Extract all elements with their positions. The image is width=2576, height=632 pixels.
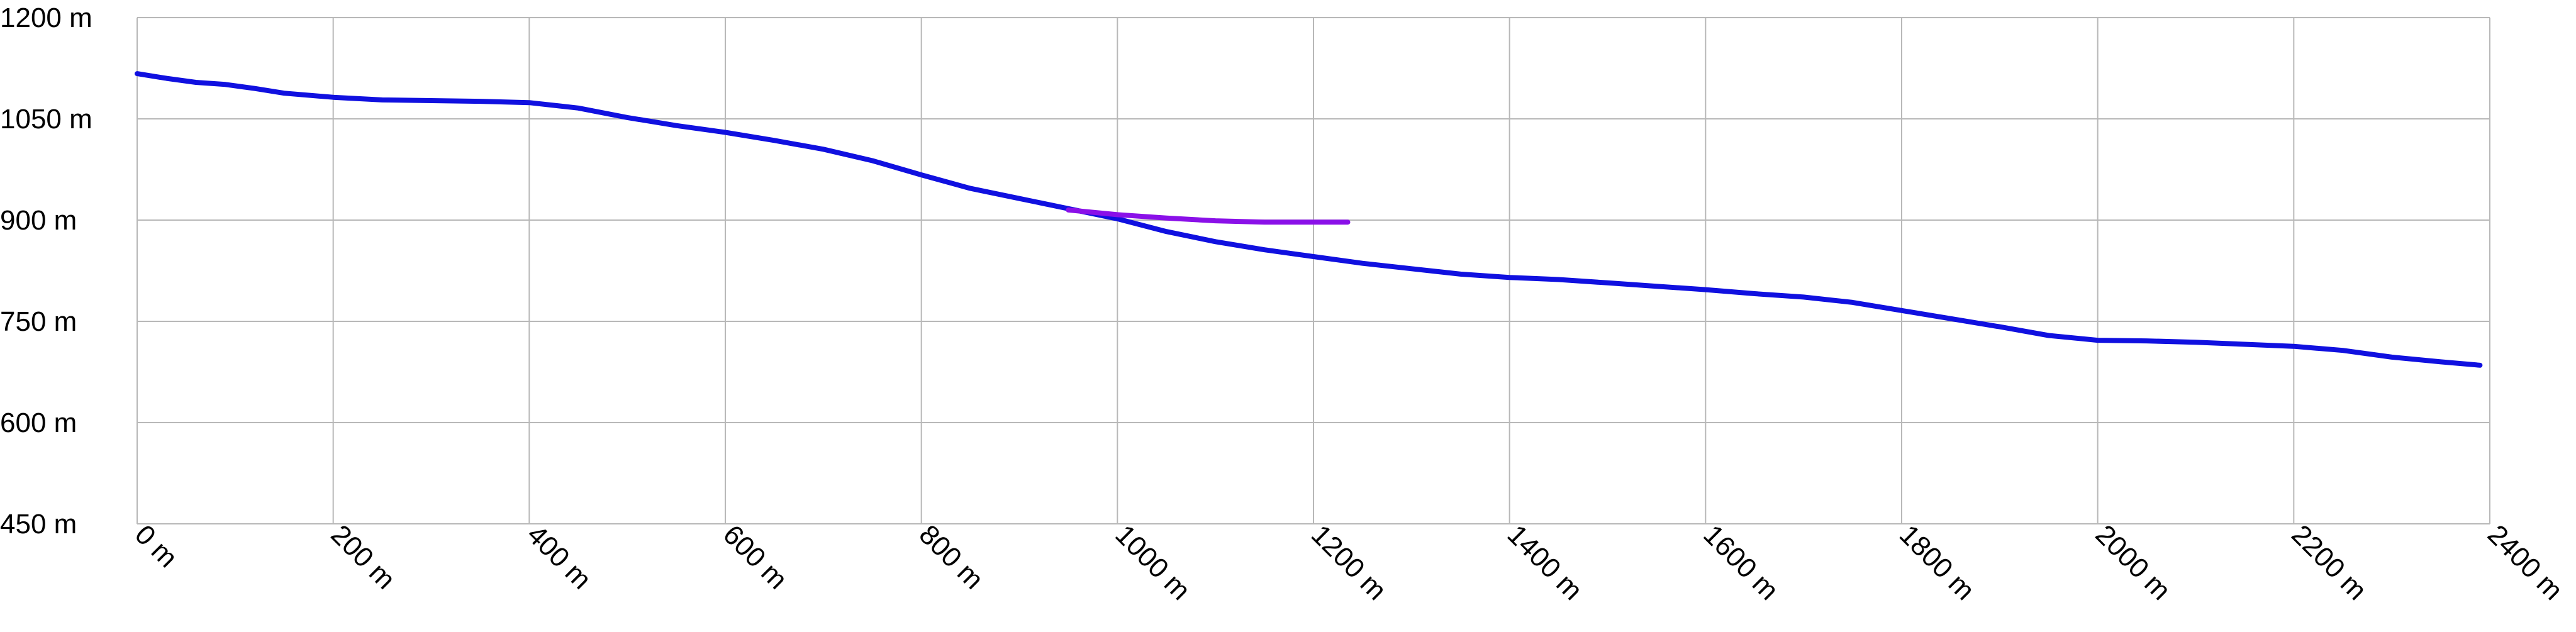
- y-tick-label: 1200 m: [0, 3, 92, 33]
- series-line-1: [135, 71, 2483, 368]
- x-tick-label: 2400 m: [2482, 519, 2568, 606]
- x-tick-label: 1800 m: [1893, 519, 1980, 606]
- x-tick-label: 1400 m: [1502, 519, 1588, 606]
- x-tick-label: 1600 m: [1697, 519, 1784, 606]
- x-tick-label: 400 m: [521, 519, 597, 595]
- series-lines: [135, 71, 2483, 368]
- x-tick-label: 800 m: [913, 519, 990, 595]
- y-tick-label: 1050 m: [0, 104, 92, 135]
- y-axis-tick-labels: 1200 m 1050 m 900 m 750 m 600 m 450 m: [0, 3, 92, 540]
- y-tick-label: 450 m: [0, 509, 77, 540]
- y-tick-label: 900 m: [0, 205, 77, 236]
- x-tick-label: 1000 m: [1109, 519, 1196, 606]
- x-tick-label: 2000 m: [2090, 519, 2177, 606]
- x-tick-label: 600 m: [717, 519, 793, 595]
- grid: [137, 17, 2490, 524]
- series-line-2: [1066, 207, 1351, 225]
- y-tick-label: 750 m: [0, 306, 77, 337]
- y-tick-label: 600 m: [0, 407, 77, 438]
- x-tick-label: 1200 m: [1305, 519, 1392, 606]
- x-tick-label: 0 m: [129, 519, 184, 574]
- x-tick-label: 2200 m: [2285, 519, 2372, 606]
- x-axis-tick-labels: 0 m 200 m 400 m 600 m 800 m 1000 m 1200 m 1400 …: [129, 519, 2568, 606]
- x-tick-label: 200 m: [325, 519, 401, 595]
